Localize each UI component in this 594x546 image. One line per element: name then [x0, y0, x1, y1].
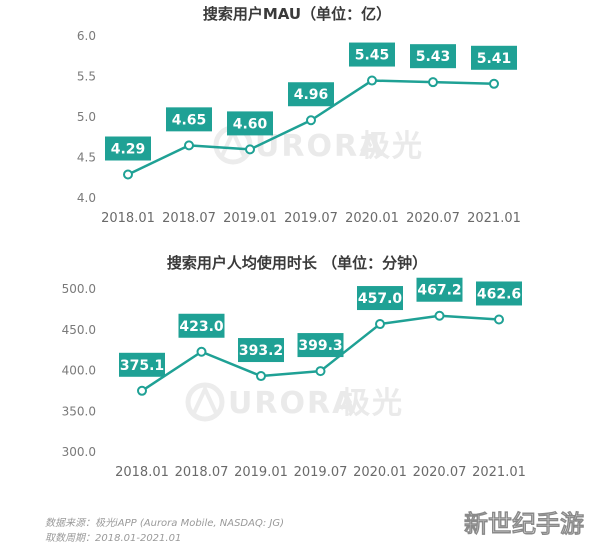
data-label-box	[178, 313, 225, 338]
data-label: 399.3	[298, 338, 342, 354]
x-tick-label: 2019.07	[294, 465, 348, 480]
data-labels: 375.1 423.0 393.2 399.3 457.0 467.2 462.6	[119, 277, 522, 377]
data-label: 4.96	[294, 87, 329, 103]
y-tick-label: 4.0	[77, 191, 96, 205]
data-point	[245, 144, 255, 155]
data-point	[123, 169, 133, 180]
watermark-text: URORA	[255, 129, 384, 164]
data-label: 375.1	[120, 358, 164, 374]
x-tick-label: 2018.07	[175, 465, 229, 480]
data-label: 5.45	[355, 48, 390, 64]
x-tick-label: 2020.01	[345, 211, 399, 226]
watermark-chinese: 极光	[340, 386, 404, 421]
x-tick-label: 2018.01	[101, 211, 155, 226]
data-label: 5.41	[477, 51, 512, 67]
data-label: 423.0	[179, 319, 224, 335]
y-tick-label: 5.0	[77, 110, 96, 124]
data-label: 467.2	[417, 283, 461, 299]
data-point	[306, 115, 316, 126]
y-tick-label: 4.5	[77, 151, 96, 165]
data-point	[137, 385, 147, 396]
data-point	[196, 346, 207, 357]
chart-mau: 搜索用户MAU（单位：亿） 6.05.55.04.54.0 2018.01 201…	[77, 5, 521, 226]
data-label: 457.0	[358, 291, 403, 307]
y-axis-ticks: 6.0 5.5 5.0 4.5 4.0	[77, 29, 96, 205]
data-label: 4.60	[233, 116, 268, 132]
data-label-box	[476, 281, 522, 306]
x-tick-label: 2021.01	[472, 465, 526, 480]
y-tick-label: 5.5	[77, 70, 96, 84]
data-label-box	[410, 44, 456, 69]
watermark-2: URORA 极光	[185, 382, 404, 422]
data-label: 5.43	[416, 49, 451, 65]
chart-title: 搜索用户MAU（单位：亿）	[203, 5, 391, 23]
x-tick-label: 2020.07	[413, 465, 467, 480]
x-axis-ticks: 2018.01 2018.07 2019.01 2019.07 2020.01 2020.…	[101, 211, 521, 226]
x-tick-label: 2021.01	[467, 211, 521, 226]
x-tick-label: 2019.01	[223, 211, 277, 226]
x-tick-label: 2020.01	[353, 465, 407, 480]
y-tick-label: 450.0	[62, 323, 96, 337]
data-label-box	[166, 107, 212, 132]
corner-watermark: 新世纪手游	[464, 510, 584, 538]
x-tick-label: 2020.07	[406, 211, 460, 226]
data-label-box	[357, 286, 403, 311]
y-tick-label: 400.0	[62, 364, 96, 378]
source-note: 数据来源：极光iAPP (Aurora Mobile, NASDAQ: JG)	[45, 517, 284, 529]
x-tick-label: 2018.07	[162, 211, 216, 226]
y-tick-label: 300.0	[62, 445, 96, 459]
data-label: 4.65	[172, 112, 207, 128]
data-point	[256, 371, 266, 382]
watermark-chinese: 极光	[360, 129, 424, 164]
data-label: 393.2	[239, 343, 283, 359]
chart-duration: 搜索用户人均使用时长 （单位：分钟） 500.0 450.0 400.0 350.0 3…	[62, 254, 526, 480]
data-label-box	[349, 42, 395, 67]
period-note: 取数周期：2018.01-2021.01	[45, 532, 181, 544]
watermark-text: URORA	[228, 386, 357, 421]
y-tick-label: 500.0	[62, 282, 96, 296]
data-label: 4.29	[111, 142, 146, 158]
watermark-1: URORA 极光	[213, 125, 424, 165]
series	[137, 310, 504, 396]
data-label-box	[297, 333, 344, 358]
data-label-box	[471, 45, 517, 70]
data-label-box	[238, 338, 284, 363]
data-point	[315, 366, 326, 377]
aurora-logo-icon	[185, 382, 225, 422]
y-axis-ticks: 500.0 450.0 400.0 350.0 300.0	[62, 282, 96, 459]
data-label-box	[105, 136, 151, 161]
y-tick-label: 6.0	[77, 29, 96, 43]
data-point	[489, 78, 499, 89]
data-label-box	[416, 277, 463, 302]
x-axis-ticks: 2018.01 2018.07 2019.01 2019.07 2020.01 2020.…	[115, 465, 526, 480]
x-tick-label: 2019.07	[284, 211, 338, 226]
chart-title: 搜索用户人均使用时长 （单位：分钟）	[167, 254, 427, 272]
data-point	[434, 310, 445, 321]
data-label-box	[227, 111, 273, 136]
data-labels: 4.29 4.65 4.60 4.96 5.45 5.43 5.41	[105, 42, 517, 161]
data-label-box	[119, 352, 165, 377]
data-point	[375, 319, 385, 330]
data-point	[428, 77, 438, 88]
x-tick-label: 2018.01	[115, 465, 169, 480]
data-point	[184, 140, 194, 151]
x-tick-label: 2019.01	[234, 465, 288, 480]
data-label: 462.6	[477, 286, 521, 302]
data-point	[367, 75, 377, 86]
series	[123, 75, 499, 180]
data-label-box	[288, 82, 334, 107]
y-tick-label: 350.0	[62, 404, 96, 418]
data-point	[494, 314, 504, 325]
